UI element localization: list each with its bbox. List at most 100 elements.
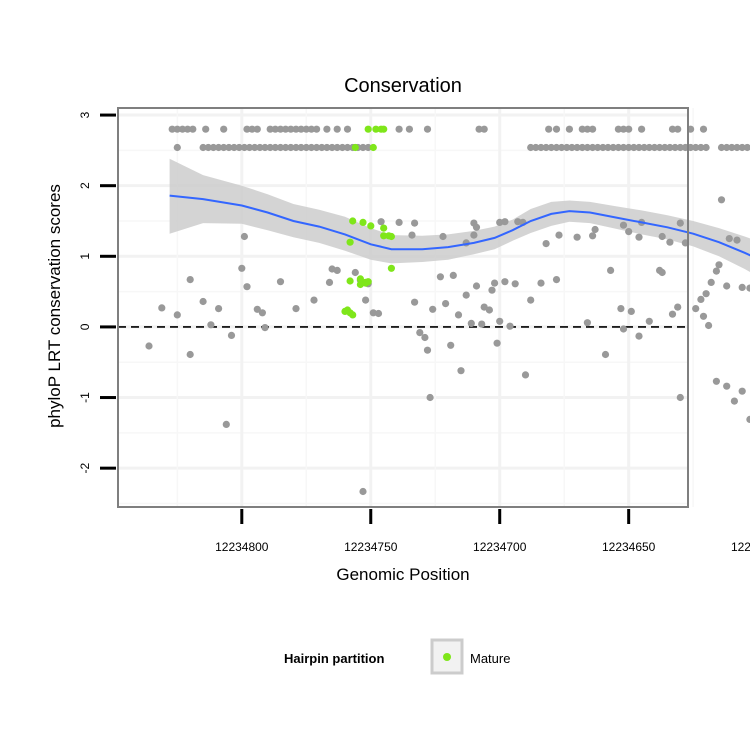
other-point (158, 304, 166, 312)
other-point (583, 319, 592, 327)
other-point (723, 282, 731, 290)
other-point (215, 143, 223, 152)
other-point (614, 125, 623, 133)
other-point (325, 278, 334, 286)
other-point (256, 143, 264, 152)
other-point (542, 240, 550, 248)
other-point (705, 321, 713, 330)
other-point (318, 143, 326, 152)
other-point (674, 303, 682, 311)
other-point (645, 317, 653, 325)
other-point (578, 143, 586, 152)
other-point (501, 218, 509, 226)
other-point (338, 143, 346, 152)
other-point (405, 125, 413, 133)
legend: Hairpin partition Mature (284, 638, 510, 675)
other-point (276, 278, 285, 286)
axes: 3 2 1 0 -1 -2 12234800 12234750 12234700 12234650… (78, 111, 750, 554)
other-point (501, 278, 509, 286)
other-point (202, 125, 210, 133)
other-point (282, 125, 290, 133)
other-point (423, 346, 432, 354)
other-point (573, 233, 581, 241)
other-point (215, 305, 223, 313)
other-point (697, 295, 705, 303)
y-tick-label: -1 (78, 392, 92, 403)
other-point (145, 342, 153, 350)
x-axis-title: Genomic Position (336, 565, 469, 584)
other-point (717, 143, 726, 152)
other-point (189, 125, 197, 133)
other-point (467, 319, 475, 327)
smooth-line (169, 194, 750, 257)
other-point (658, 232, 666, 241)
other-point (220, 125, 228, 133)
other-point (178, 125, 187, 133)
other-point (238, 264, 246, 272)
other-point (594, 143, 602, 152)
other-point (547, 143, 555, 152)
other-point (485, 306, 493, 314)
other-point (307, 125, 315, 133)
mature-point (380, 125, 388, 133)
legend-mature-label: Mature (470, 651, 510, 666)
other-point (323, 125, 331, 133)
other-point (617, 305, 625, 313)
other-point (723, 382, 731, 390)
other-point (359, 143, 367, 152)
other-point (493, 339, 501, 347)
y-tick-label: 0 (78, 323, 92, 330)
other-point (743, 143, 750, 152)
grid (118, 108, 694, 507)
other-point (676, 393, 684, 402)
other-point (235, 143, 243, 152)
other-point (738, 283, 746, 291)
other-point (578, 125, 586, 133)
other-point (738, 387, 746, 395)
other-point (573, 143, 581, 152)
other-point (527, 296, 535, 304)
other-point (333, 125, 341, 133)
other-point (699, 125, 708, 133)
y-tick-label: -2 (78, 462, 92, 473)
mature-point (364, 278, 372, 286)
other-point (184, 125, 192, 133)
other-point (733, 143, 741, 152)
other-point (374, 309, 383, 318)
other-point (186, 350, 194, 359)
legend-title: Hairpin partition (284, 651, 384, 666)
other-point (472, 223, 481, 231)
other-point (625, 125, 633, 133)
other-point (712, 267, 721, 275)
other-point (421, 333, 429, 342)
other-point (532, 143, 540, 152)
other-point (625, 228, 633, 236)
other-point (496, 317, 504, 325)
other-point (589, 232, 597, 240)
other-point (599, 143, 607, 152)
other-point (699, 312, 708, 320)
other-point (478, 320, 486, 328)
other-point (186, 276, 194, 284)
other-point (746, 415, 750, 423)
confidence-band-layer (169, 158, 750, 273)
other-point (328, 143, 336, 152)
x-tick-label: 12234750 (344, 540, 398, 554)
other-point (173, 125, 181, 133)
other-point (209, 143, 217, 152)
y-tick-label: 3 (78, 111, 92, 118)
other-point (506, 322, 514, 330)
other-point (712, 377, 721, 385)
other-point (635, 143, 643, 152)
other-point (323, 143, 331, 152)
panel-border (117, 107, 689, 508)
confidence-band (169, 158, 750, 273)
other-point (343, 143, 352, 152)
other-point (454, 311, 463, 319)
other-point (240, 143, 248, 152)
other-point (207, 321, 215, 329)
smooth-layer (169, 194, 750, 257)
other-point (601, 350, 610, 359)
other-point (297, 125, 305, 133)
